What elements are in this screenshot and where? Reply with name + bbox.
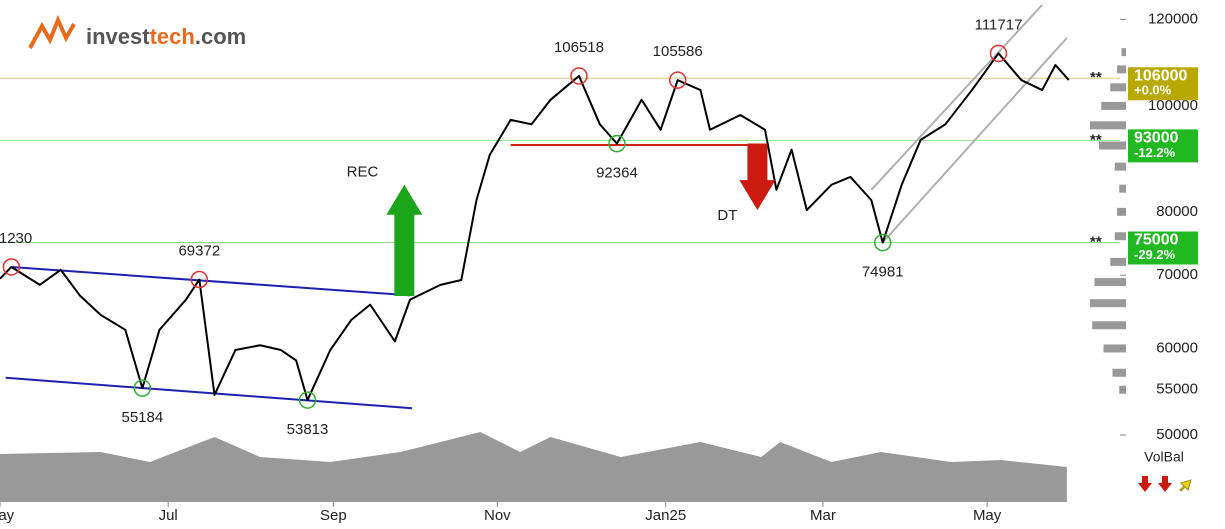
signal-label: REC: [347, 164, 379, 181]
volume-profile-bar: [1121, 48, 1126, 57]
volume-balance-area: [0, 432, 1067, 502]
x-tick-label: Jan25: [645, 507, 686, 524]
volume-profile-bar: [1117, 65, 1126, 74]
logo-highlight: tech: [150, 24, 195, 49]
logo-icon: [28, 14, 76, 49]
trend-line: [5, 376, 413, 410]
plot-area: 71230 55184 69372 53813 106518 92364 105586 749…: [0, 4, 1120, 502]
volume-profile-bar: [1112, 368, 1126, 377]
level-marker: **: [1090, 233, 1102, 250]
volume-profile-bar: [1092, 321, 1126, 330]
y-tick-label: 120000: [1148, 10, 1198, 27]
x-tick-label: Sep: [320, 507, 347, 524]
y-tick-label: 60000: [1156, 339, 1198, 356]
y-tick-label: 80000: [1156, 203, 1198, 220]
level-marker: **: [1090, 69, 1102, 86]
volbal-icons: [1138, 476, 1192, 492]
level-value: 106000: [1134, 67, 1187, 84]
down-arrow-icon: [1138, 476, 1152, 492]
pivot-circle: [873, 233, 892, 252]
volume-profile-bar: [1114, 232, 1126, 241]
x-tick-label: Nov: [484, 507, 511, 524]
x-tick-label: May: [0, 507, 15, 524]
volume-profile-bar: [1114, 162, 1126, 171]
y-tick-label: 55000: [1156, 381, 1198, 398]
pivot-label: 105586: [653, 43, 703, 60]
side-arrow-icon: [1179, 479, 1192, 492]
pivot-label: 106518: [554, 39, 604, 56]
level-pct: +0.0%: [1134, 83, 1172, 98]
pivot-circle: [668, 71, 687, 89]
trend-line: [881, 37, 1068, 244]
y-tick-label: 100000: [1148, 97, 1198, 114]
volume-profile-bar: [1119, 184, 1126, 193]
pivot-circle: [989, 44, 1008, 63]
pivot-label: 55184: [122, 409, 164, 426]
pivot-label: 53813: [287, 421, 329, 438]
trend-line: [11, 265, 411, 297]
x-tick-label: May: [973, 507, 1002, 524]
trend-line: [870, 4, 1043, 191]
level-value: 93000: [1134, 130, 1179, 147]
price-line: [0, 52, 1070, 402]
y-tick-label: 70000: [1156, 266, 1198, 283]
level-box: [1128, 67, 1198, 101]
pivot-label: 69372: [178, 242, 220, 259]
logo-prefix: invest: [86, 24, 150, 49]
level-pct: -12.2%: [1134, 145, 1176, 160]
pivot-circle: [298, 391, 317, 409]
volume-profile-bar: [1103, 344, 1126, 353]
pivot-label: 111717: [975, 16, 1023, 33]
pivot-label: 71230: [0, 230, 32, 247]
volume-profile-bar: [1090, 121, 1126, 130]
pivot-circle: [570, 67, 588, 85]
x-tick-label: Mar: [810, 507, 836, 524]
x-tick-label: Jul: [159, 507, 178, 524]
volume-profile-bar: [1090, 299, 1126, 308]
volume-profile-bar: [1110, 83, 1126, 92]
volbal-label: VolBal: [1144, 449, 1184, 465]
y-tick-label: 50000: [1156, 426, 1198, 443]
signal-label: DT: [717, 207, 737, 224]
signal-arrow: [739, 143, 776, 211]
volume-profile-bar: [1101, 101, 1126, 110]
level-marker: **: [1090, 131, 1102, 148]
pivot-circle: [2, 258, 21, 276]
volume-profile-bar: [1110, 257, 1126, 266]
pivot-label: 74981: [862, 264, 904, 281]
signal-arrow: [386, 184, 423, 297]
pivot-circle: [133, 379, 152, 397]
pivot-circle: [608, 134, 626, 153]
logo-text: investtech.com: [86, 24, 246, 49]
volume-profile-bar: [1099, 141, 1126, 150]
level-box: [1128, 231, 1198, 265]
level-value: 75000: [1134, 232, 1179, 249]
pivot-label: 92364: [596, 165, 638, 182]
volume-profile-bar: [1094, 278, 1126, 287]
level-pct: -29.2%: [1134, 247, 1176, 262]
logo-suffix: .com: [195, 24, 246, 49]
pivot-circle: [190, 270, 209, 289]
logo: investtech.com: [28, 14, 246, 49]
down-arrow-icon: [1158, 476, 1172, 492]
level-box: [1128, 129, 1198, 163]
